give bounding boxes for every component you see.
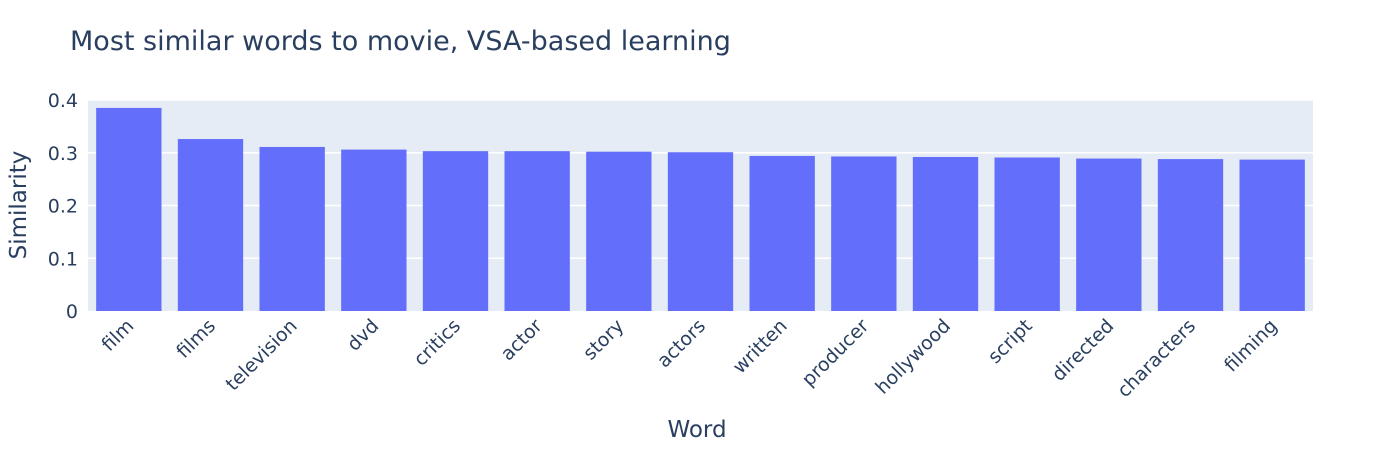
x-tick-label: films (172, 315, 220, 363)
bar-films (177, 139, 244, 311)
bar-dvd (341, 149, 407, 311)
y-tick-label: 0.2 (48, 196, 78, 218)
y-axis-title: Similarity (6, 151, 32, 260)
bar-characters (1157, 159, 1224, 311)
y-tick-label: 0.1 (48, 248, 78, 270)
bar-actor (504, 151, 570, 311)
y-tick-label: 0.4 (48, 90, 78, 112)
x-tick-label: hollywood (871, 315, 955, 399)
x-tick-label: actors (653, 315, 710, 372)
bar-filming (1239, 159, 1305, 311)
bar-producer (831, 156, 897, 311)
bar-television (259, 146, 325, 311)
bar-film (96, 107, 162, 311)
x-tick-label: film (98, 315, 139, 356)
x-tick-label: script (984, 315, 1037, 368)
x-tick-label: television (221, 315, 301, 395)
bar-written (749, 155, 815, 311)
y-tick-label: 0 (66, 301, 78, 323)
x-axis-title: Word (667, 417, 726, 443)
bar-actors (667, 152, 734, 311)
x-tick-label: directed (1048, 315, 1119, 386)
bar-script (994, 157, 1060, 311)
chart-title: Most similar words to movie, VSA-based l… (70, 26, 731, 57)
bar-directed (1076, 158, 1142, 311)
x-tick-label: filming (1220, 315, 1282, 377)
x-tick-label: dvd (343, 315, 384, 356)
x-tick-label: critics (409, 315, 465, 371)
x-tick-label: story (579, 315, 629, 365)
x-tick-label: actor (497, 315, 547, 365)
y-tick-labels: 0 0.1 0.2 0.3 0.4 (48, 90, 78, 323)
x-tick-label: producer (798, 315, 874, 391)
x-tick-label: written (729, 315, 792, 378)
bars (96, 107, 1305, 311)
y-tick-label: 0.3 (48, 143, 78, 165)
bar-story (586, 151, 652, 311)
bar-hollywood (912, 156, 979, 311)
bar-critics (422, 151, 489, 311)
x-tick-labels: film films television dvd critics actor story a… (98, 315, 1282, 402)
x-tick-label: characters (1113, 315, 1200, 402)
